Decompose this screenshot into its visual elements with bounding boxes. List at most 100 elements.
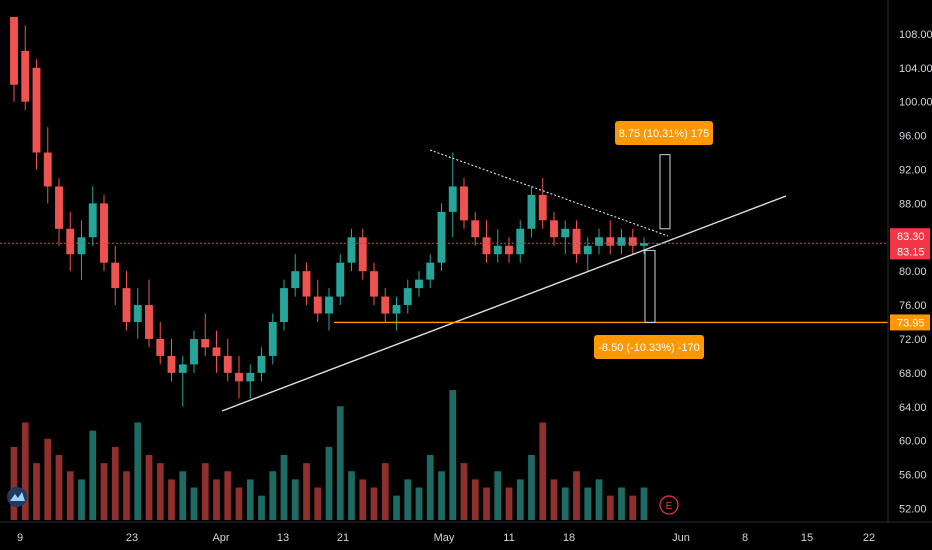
candle-body xyxy=(10,16,18,85)
volume-bar xyxy=(584,487,592,520)
volume-bar xyxy=(494,471,502,520)
volume-bar xyxy=(539,422,547,520)
candle-body xyxy=(415,279,423,289)
candle-body xyxy=(325,296,333,314)
price-tags: 83.30 83.15 73.95 xyxy=(890,228,930,331)
candle-body xyxy=(43,152,52,187)
candle-body xyxy=(527,194,536,229)
candle-body xyxy=(460,186,468,221)
volume-bar xyxy=(516,479,524,520)
volume-bar xyxy=(348,471,355,520)
volume-bar xyxy=(438,471,445,520)
candle-body xyxy=(268,322,277,356)
volume-bar xyxy=(483,487,490,520)
price-axis-label: 96.00 xyxy=(899,131,927,143)
volume-bar xyxy=(44,438,52,520)
time-axis-label: 21 xyxy=(337,532,349,544)
time-axis-label: 18 xyxy=(563,532,575,544)
candle-body xyxy=(246,372,255,382)
price-range-down[interactable]: -8.50 (-10.33%) -170 xyxy=(594,249,704,359)
volume-bar xyxy=(629,495,637,520)
volume-bar xyxy=(246,479,254,520)
price-tag-label: 83.30 xyxy=(897,231,925,243)
candle-body xyxy=(358,237,367,272)
time-axis-label: 22 xyxy=(863,532,875,544)
candle-body xyxy=(471,220,480,238)
volume-bar xyxy=(55,455,63,520)
time-axis[interactable]: 9 23 Apr 13 21 May 11 18 Jun 8 15 22 xyxy=(17,532,875,544)
candle-body xyxy=(313,296,322,314)
volume-bar xyxy=(100,463,108,520)
support-trendline[interactable] xyxy=(221,195,787,412)
price-axis-label: 56.00 xyxy=(899,470,927,482)
candle-body xyxy=(178,364,187,373)
candle-body xyxy=(392,305,401,314)
candles xyxy=(10,16,648,407)
volume-bar xyxy=(460,463,468,520)
price-axis-label: 72.00 xyxy=(899,334,927,346)
price-axis-label: 108.00 xyxy=(899,29,932,41)
volume-bar xyxy=(291,479,299,520)
volume-bar xyxy=(618,487,625,520)
candle-body xyxy=(572,228,581,255)
volume-bar xyxy=(325,446,333,520)
volume-bar xyxy=(381,463,389,520)
time-axis-label: 23 xyxy=(126,532,138,544)
volume-bar xyxy=(550,479,558,520)
candle-body xyxy=(561,228,570,238)
candle-body xyxy=(448,186,457,212)
candle-body xyxy=(606,237,615,246)
volume-bar xyxy=(314,487,322,520)
candle-body xyxy=(77,237,86,255)
price-range-up[interactable]: 8.75 (10.31%) 175 xyxy=(615,121,713,230)
candle-body xyxy=(336,262,345,297)
candle-body xyxy=(257,355,266,373)
price-axis-label: 88.00 xyxy=(899,198,927,210)
volume-bar xyxy=(415,487,423,520)
volume-bar xyxy=(359,479,367,520)
candle-body xyxy=(617,237,626,246)
candle-body xyxy=(32,67,41,153)
candle-body xyxy=(55,186,63,229)
volume-bar xyxy=(370,487,378,520)
candle-body xyxy=(111,262,120,289)
price-axis-label: 76.00 xyxy=(899,300,927,312)
price-axis-label: 80.00 xyxy=(899,266,927,278)
volume-bar xyxy=(21,422,29,520)
tradingview-logo-icon[interactable] xyxy=(7,487,27,507)
time-axis-label: Jun xyxy=(672,532,690,544)
candle-body xyxy=(235,372,243,382)
candle-body xyxy=(482,237,491,255)
volume-bar xyxy=(78,479,85,520)
volume-bar xyxy=(269,471,277,520)
volume-bar xyxy=(89,430,97,520)
earnings-marker[interactable]: E xyxy=(659,495,679,515)
volume-bar xyxy=(156,463,164,520)
price-axis-label: 100.00 xyxy=(899,97,932,109)
price-range-down-label: -8.50 (-10.33%) -170 xyxy=(598,342,700,354)
candle-body xyxy=(66,228,75,255)
candle-body xyxy=(628,237,637,246)
candle-body xyxy=(280,288,288,323)
volume-bar xyxy=(33,463,40,520)
volume-bar xyxy=(426,455,434,520)
price-tag xyxy=(890,243,930,260)
volume-bar xyxy=(179,471,187,520)
volume-bar xyxy=(235,487,243,520)
price-tag xyxy=(890,228,930,245)
candle-body xyxy=(167,355,176,373)
candle-body xyxy=(100,203,108,263)
volume-bar xyxy=(10,446,18,520)
price-range-up-label: 8.75 (10.31%) 175 xyxy=(619,128,710,140)
candle-body xyxy=(145,305,153,339)
volume-bar xyxy=(201,463,209,520)
volume-bar xyxy=(258,495,265,520)
volume-bar xyxy=(640,487,648,520)
volume-bar xyxy=(393,495,400,520)
price-axis-label: 64.00 xyxy=(899,402,927,414)
time-axis-label: 9 xyxy=(17,532,23,544)
candle-body xyxy=(122,288,131,323)
volume-bar xyxy=(573,471,580,520)
candle-body xyxy=(133,305,142,323)
